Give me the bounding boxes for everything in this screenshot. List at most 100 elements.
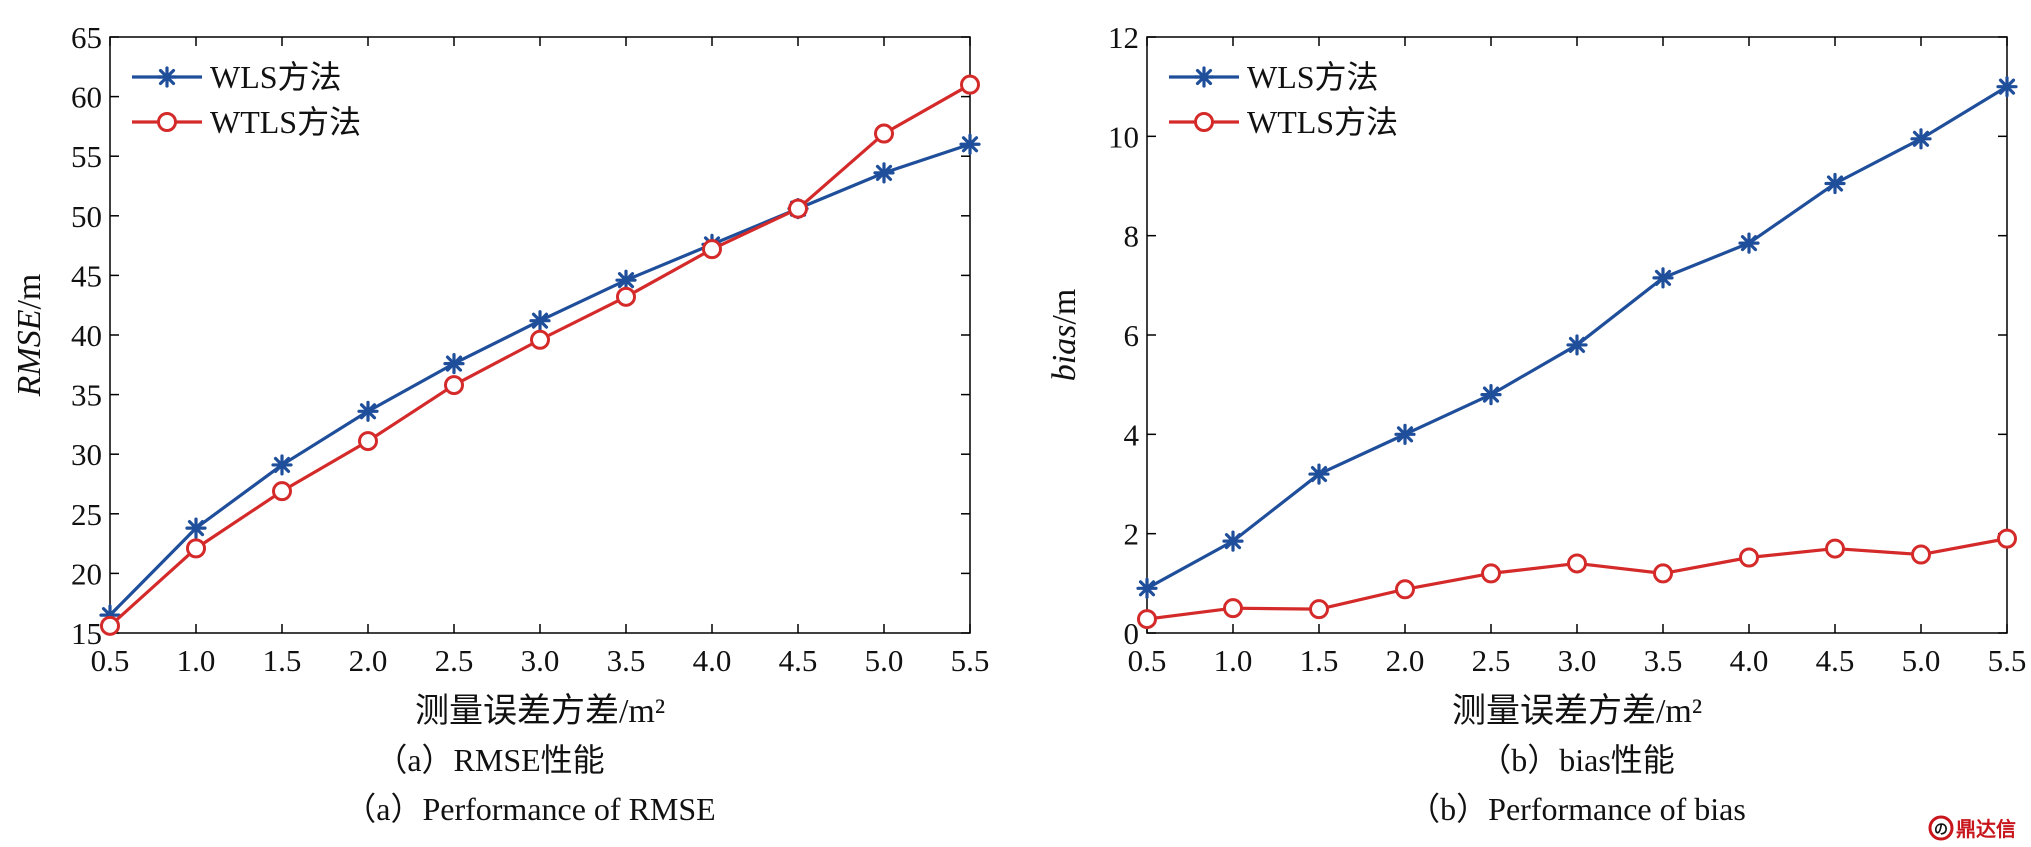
data-point-wtls	[616, 286, 636, 307]
caption-en: （a）Performance of RMSE	[344, 791, 715, 827]
x-tick-label: 5.0	[1902, 643, 1941, 678]
series-line-wls	[108, 142, 971, 617]
x-tick-label: 5.5	[1988, 643, 2027, 678]
data-point-wls	[1566, 334, 1588, 356]
y-tick-label: 10	[1108, 119, 1139, 154]
x-tick-label: 3.0	[1558, 643, 1597, 678]
y-tick-label: 25	[71, 497, 102, 532]
x-ticks: 0.5 1.0 1.5 2.0 2.5 3.0 3.5 4.0 4.5 5.0 5.5	[91, 37, 990, 678]
x-tick-label: 5.5	[951, 643, 990, 678]
data-point-wtls	[702, 239, 722, 260]
x-tick-label: 4.0	[693, 643, 732, 678]
x-tick-label: 2.0	[1386, 643, 1425, 678]
y-ticks: 15 20 25 30 35 40 45 50 55 60 65	[71, 20, 970, 651]
legend-marker-circle-icon	[1194, 112, 1214, 132]
y-tick-label: 6	[1124, 318, 1140, 353]
y-tick-label: 65	[71, 20, 102, 55]
data-point-wls	[1136, 577, 1158, 599]
data-point-wls	[271, 454, 293, 476]
data-point-wtls	[1739, 547, 1759, 568]
data-point-wtls	[1223, 598, 1243, 619]
y-axis-label: RMSE/m	[11, 274, 48, 398]
watermark-logo-mark: の	[1934, 822, 1948, 838]
data-point-wls	[1824, 172, 1846, 195]
y-axis-label-unit: /m	[11, 274, 48, 310]
y-ticks: 0 2 4 6 8 10 12	[1108, 20, 2007, 651]
data-point-wtls	[1137, 609, 1157, 630]
y-tick-label: 15	[71, 616, 102, 651]
chart-bias: 0 2 4 6 8 10 12 0.5 1.0 1.5 2.0 2.5 3.0 3.5 4.0 4.5 5.0…	[1046, 20, 2026, 827]
legend-label: WTLS方法	[1247, 104, 1398, 140]
data-point-wls	[1308, 463, 1330, 485]
data-point-wls	[873, 162, 895, 184]
data-point-wls	[1738, 232, 1760, 254]
data-point-wtls	[186, 538, 206, 559]
data-point-wtls	[874, 123, 894, 144]
x-tick-label: 5.0	[865, 643, 904, 678]
y-tick-label: 8	[1124, 219, 1140, 254]
y-tick-label: 60	[71, 80, 102, 115]
y-tick-label: 2	[1124, 517, 1140, 552]
data-point-wtls	[1481, 563, 1501, 584]
x-tick-label: 1.5	[263, 643, 302, 678]
x-tick-label: 3.5	[607, 643, 646, 678]
x-tick-label: 2.5	[1472, 643, 1511, 678]
legend-label: WLS方法	[210, 59, 342, 95]
data-point-wtls	[788, 198, 808, 219]
data-point-wls	[443, 353, 465, 375]
data-point-wtls	[100, 615, 120, 636]
x-tick-label: 4.5	[1816, 643, 1855, 678]
data-point-wls	[529, 310, 551, 332]
data-point-wtls	[960, 74, 980, 95]
legend: WLS方法 WTLS方法	[132, 59, 361, 140]
data-point-wls	[1910, 128, 1932, 150]
caption-cn: （a）RMSE性能	[375, 742, 604, 778]
series-line-wtls	[108, 83, 971, 628]
x-tick-label: 2.5	[435, 643, 474, 678]
y-tick-label: 45	[71, 258, 102, 293]
y-tick-label: 4	[1124, 417, 1140, 452]
x-tick-label: 0.5	[91, 643, 130, 678]
legend-label: WTLS方法	[210, 104, 361, 140]
data-point-wtls	[1567, 553, 1587, 574]
series-layer	[1136, 76, 2018, 630]
x-tick-label: 4.0	[1730, 643, 1769, 678]
y-tick-label: 40	[71, 318, 102, 353]
y-tick-label: 30	[71, 437, 102, 472]
data-point-wls	[357, 400, 379, 422]
data-point-wtls	[1653, 563, 1673, 584]
data-point-wls	[1652, 267, 1674, 289]
x-ticks: 0.5 1.0 1.5 2.0 2.5 3.0 3.5 4.0 4.5 5.0 5.5	[1128, 37, 2027, 678]
x-tick-label: 2.0	[349, 643, 388, 678]
data-point-wls	[1996, 76, 2018, 98]
data-point-wtls	[1825, 538, 1845, 559]
y-axis-label-name: RMSE	[11, 309, 48, 397]
x-tick-label: 4.5	[779, 643, 818, 678]
x-tick-label: 0.5	[1128, 643, 1167, 678]
legend-marker-star-icon	[1193, 66, 1215, 88]
data-point-wls	[1394, 423, 1416, 445]
data-point-wtls	[1309, 599, 1329, 620]
watermark-text: 鼎达信	[1956, 817, 2016, 841]
data-point-wtls	[272, 481, 292, 502]
x-axis-label: 测量误差方差/m²	[1452, 692, 1702, 730]
data-point-wtls	[358, 431, 378, 452]
data-point-wtls	[530, 329, 550, 350]
data-point-wls	[1222, 530, 1244, 552]
y-tick-label: 20	[71, 556, 102, 591]
series-line-wtls	[1146, 537, 2008, 621]
series-layer	[99, 74, 981, 636]
x-tick-label: 1.0	[1214, 643, 1253, 678]
legend-label: WLS方法	[1247, 59, 1379, 95]
y-axis-label-unit: /m	[1046, 289, 1083, 325]
x-tick-label: 1.5	[1300, 643, 1339, 678]
y-axis-label-name: bias	[1046, 325, 1083, 382]
data-point-wtls	[444, 375, 464, 396]
y-axis-label: bias/m	[1046, 289, 1083, 382]
y-tick-label: 35	[71, 378, 102, 413]
x-tick-label: 1.0	[177, 643, 216, 678]
x-tick-label: 3.0	[521, 643, 560, 678]
x-tick-label: 3.5	[1644, 643, 1683, 678]
dingdaxin-logo-icon	[1928, 815, 1954, 841]
